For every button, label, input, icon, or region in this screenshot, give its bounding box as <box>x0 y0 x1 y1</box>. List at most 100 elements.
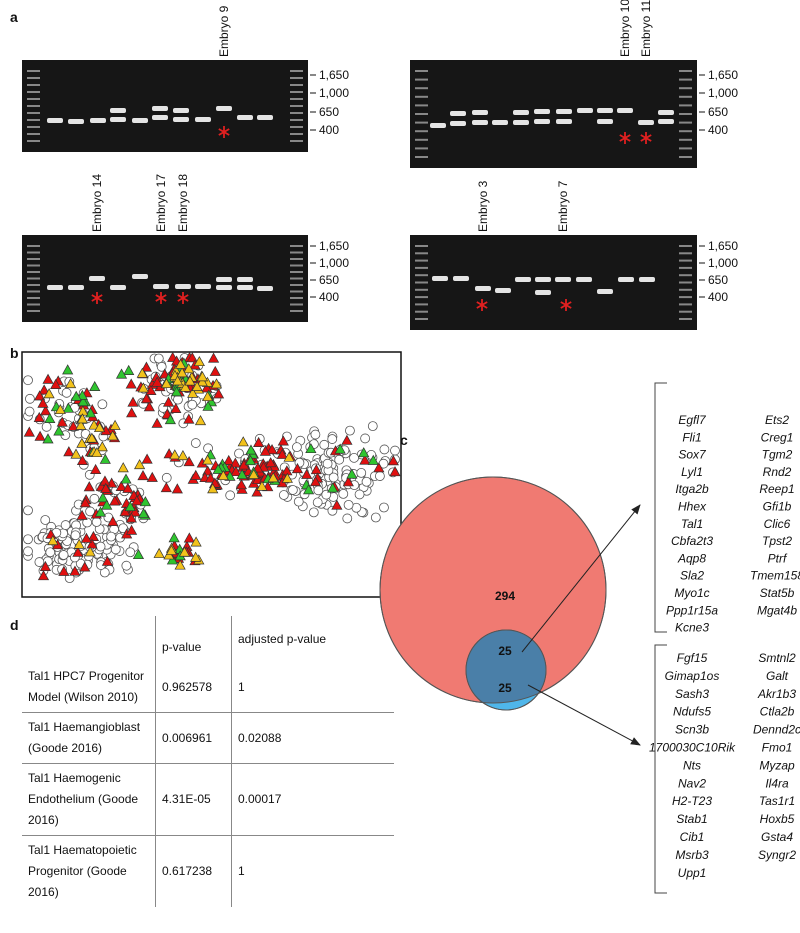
cell-point <box>390 445 400 456</box>
ladder-band <box>290 126 303 128</box>
dna-band <box>658 119 674 124</box>
dna-band <box>450 111 466 116</box>
dna-band <box>475 286 491 291</box>
cell-point <box>64 573 75 584</box>
cell-point <box>84 546 96 557</box>
cell-point <box>110 544 121 555</box>
dna-band <box>430 123 446 128</box>
cell-point <box>97 492 109 503</box>
ladder-band <box>290 98 303 100</box>
ladder-band <box>27 251 40 254</box>
cell-point <box>174 559 186 570</box>
table-row: Tal1 Haemogenic Endothelium (Goode 2016)… <box>22 763 394 836</box>
gene-name: Clic6 <box>764 517 791 531</box>
dna-band <box>152 115 168 120</box>
cell-point <box>91 517 102 527</box>
cell-point <box>47 535 59 546</box>
cell-point <box>24 406 35 417</box>
gene-name: Itga2b <box>675 482 709 496</box>
cell-point <box>97 399 108 410</box>
cell-point <box>310 429 321 440</box>
ladder-label: 1,000 <box>319 86 349 100</box>
ladder-band <box>679 303 692 306</box>
ladder-label: 1,650 <box>708 239 738 253</box>
asterisk <box>177 294 189 302</box>
ladder-label: 1,650 <box>708 68 738 82</box>
cell-point <box>100 482 112 493</box>
gene-name: Dennd2c <box>753 723 800 737</box>
cell-point <box>34 430 46 441</box>
table-cell: 0.00017 <box>231 763 394 836</box>
ladder-band <box>415 138 428 141</box>
gene-name: Tas1r1 <box>759 794 795 808</box>
dna-band <box>555 277 571 282</box>
cell-point <box>308 507 319 518</box>
cell-point <box>237 436 249 447</box>
cell-point <box>69 565 81 576</box>
ladder-label: 400 <box>319 290 339 304</box>
ladder-label: 1,650 <box>319 239 349 253</box>
gene-name: Creg1 <box>761 430 794 444</box>
cell-point <box>179 381 191 392</box>
ladder-band <box>27 264 40 267</box>
gene-name: Cib1 <box>680 830 705 844</box>
dna-band <box>237 285 253 290</box>
dna-band <box>556 109 572 114</box>
cell-point <box>342 513 353 524</box>
cell-point <box>173 394 183 405</box>
cell-point <box>190 438 201 448</box>
cell-point <box>253 436 265 447</box>
arrow <box>521 504 641 653</box>
ladder-label: 650 <box>319 105 339 119</box>
ladder-band <box>415 266 428 269</box>
cell-point <box>310 464 322 475</box>
cell-point <box>278 490 289 500</box>
cell-point <box>346 468 358 479</box>
ladder-band <box>679 104 692 107</box>
ladder-band <box>679 70 692 72</box>
cell-point <box>120 473 132 484</box>
cell-point <box>94 506 107 517</box>
cell-point <box>88 419 100 430</box>
cell-point <box>127 396 139 407</box>
cell-point <box>196 371 209 382</box>
cell-point <box>191 380 203 392</box>
cell-point <box>281 472 293 483</box>
ladder-band <box>290 70 303 72</box>
dna-band <box>432 276 448 281</box>
ladder-band <box>27 271 40 273</box>
cell-point <box>223 454 235 465</box>
cell-point <box>40 405 52 416</box>
cell-point <box>334 454 345 465</box>
cell-point <box>107 515 119 526</box>
cell-point <box>244 455 257 466</box>
ladder-band <box>290 105 303 107</box>
venn-outline <box>465 629 547 711</box>
ladder-band <box>290 284 303 286</box>
gene-name: Ctla2b <box>760 705 795 719</box>
dna-band <box>216 285 232 290</box>
table-cell: Tal1 Haemangioblast (Goode 2016) <box>22 712 156 764</box>
cell-point <box>175 358 187 369</box>
ladder-band <box>27 277 40 280</box>
gene-name: 1700030C10Rik <box>649 741 736 755</box>
cell-point <box>125 378 137 389</box>
cell-point <box>171 483 183 494</box>
ladder-label: 650 <box>319 273 339 287</box>
lane-label: Embryo 18 <box>176 174 190 232</box>
dna-band <box>68 119 84 124</box>
ladder-band <box>415 310 428 313</box>
cell-point <box>305 442 317 454</box>
cell-point <box>121 560 132 571</box>
table-cell: Tal1 HPC7 Progenitor Model (Wilson 2010) <box>28 669 145 704</box>
gene-name: Upp1 <box>678 866 707 880</box>
gene-name: Lyl1 <box>681 465 703 479</box>
ladder-band <box>679 296 692 299</box>
cell-point <box>70 390 82 401</box>
dna-band <box>597 289 613 294</box>
cell-point <box>42 373 54 384</box>
cell-point <box>126 407 138 418</box>
dna-band <box>173 108 189 113</box>
cell-point <box>139 496 151 507</box>
cell-point <box>53 425 65 436</box>
